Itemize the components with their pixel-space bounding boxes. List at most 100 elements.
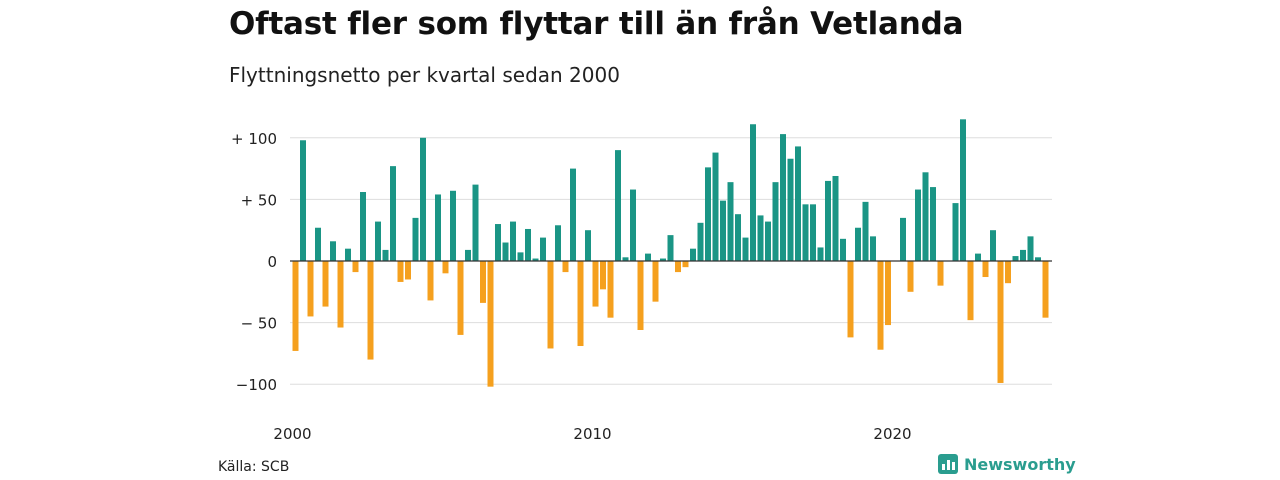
x-tick-label: 2020	[873, 425, 911, 443]
bar	[547, 261, 554, 349]
bar	[1005, 261, 1011, 284]
bar	[780, 134, 786, 261]
bar	[435, 194, 441, 261]
bar	[540, 237, 546, 261]
bar	[607, 261, 614, 318]
bar	[495, 224, 501, 261]
bar	[330, 241, 336, 261]
bar	[502, 242, 509, 261]
bar	[300, 140, 306, 261]
bar	[900, 217, 906, 261]
bars	[292, 119, 1049, 387]
bar	[697, 222, 704, 261]
bar	[397, 261, 404, 282]
bar	[630, 189, 636, 261]
bar	[915, 189, 921, 261]
y-tick-label: + 100	[231, 130, 277, 148]
bar	[450, 190, 456, 261]
bar	[877, 261, 884, 350]
bar	[810, 204, 816, 261]
bar	[405, 261, 411, 280]
y-tick-label: − 50	[241, 315, 277, 333]
bar	[360, 192, 366, 261]
bar	[525, 228, 531, 261]
bar	[982, 261, 989, 278]
bar	[975, 253, 981, 261]
x-axis-labels: 2000 2010 2020	[273, 425, 911, 443]
newsworthy-logo-icon	[938, 454, 958, 474]
bar	[420, 137, 426, 261]
bar	[712, 152, 719, 261]
bar	[315, 227, 321, 261]
y-tick-label: 0	[267, 253, 277, 271]
bar	[322, 261, 329, 307]
bar	[720, 200, 726, 261]
bar	[682, 261, 689, 268]
bar	[787, 158, 794, 261]
bar	[472, 184, 479, 261]
y-tick-label: + 50	[241, 191, 277, 209]
bar	[390, 166, 396, 261]
bar	[967, 261, 974, 321]
bar	[622, 257, 629, 261]
x-tick-label: 2010	[573, 425, 611, 443]
bar	[862, 201, 869, 261]
bar	[532, 258, 539, 261]
bar	[667, 235, 674, 261]
bar	[675, 261, 681, 273]
y-tick-label: −100	[236, 376, 277, 394]
bar	[727, 182, 734, 261]
bar	[930, 187, 936, 261]
bar	[1020, 249, 1026, 261]
bar	[345, 248, 351, 261]
bar	[352, 261, 359, 273]
bar	[802, 204, 809, 261]
source-note: Källa: SCB	[218, 459, 290, 475]
bar	[997, 261, 1004, 383]
bar	[382, 249, 389, 261]
brand-name: Newsworthy	[964, 454, 1076, 474]
chart-subtitle: Flyttningsnetto per kvartal sedan 2000	[229, 63, 620, 87]
bar	[907, 261, 914, 292]
bar	[562, 261, 569, 273]
bar	[952, 203, 959, 261]
bar	[765, 221, 771, 261]
bar	[480, 261, 486, 303]
bar	[990, 230, 996, 261]
bar	[690, 248, 696, 261]
bar	[442, 261, 449, 274]
bar	[847, 261, 854, 338]
bar	[1035, 257, 1041, 261]
bar	[795, 146, 801, 261]
brand: Newsworthy	[938, 454, 1076, 474]
bar	[885, 261, 891, 326]
bar	[1042, 261, 1049, 318]
bar	[817, 247, 824, 261]
bar	[705, 167, 711, 261]
bar	[585, 230, 591, 261]
bar	[937, 261, 944, 286]
bar	[750, 124, 756, 261]
bar	[510, 221, 516, 261]
bar	[1027, 236, 1034, 261]
bar	[367, 261, 374, 360]
bar	[592, 261, 599, 307]
bar	[645, 253, 651, 261]
chart-title: Oftast fler som flyttar till än från Vet…	[229, 6, 964, 42]
bar	[427, 261, 434, 301]
y-axis-labels: + 100 + 50 0 − 50 −100	[231, 130, 277, 394]
bar	[660, 258, 666, 261]
bar	[870, 236, 876, 261]
bar	[832, 175, 839, 261]
bar	[922, 172, 929, 261]
bar	[487, 261, 494, 387]
bar	[637, 261, 644, 330]
bar	[960, 119, 966, 261]
bar	[855, 227, 861, 261]
bar	[735, 214, 741, 261]
bar	[337, 261, 344, 328]
bar	[412, 217, 419, 261]
bar	[742, 237, 749, 261]
bar	[465, 249, 471, 261]
